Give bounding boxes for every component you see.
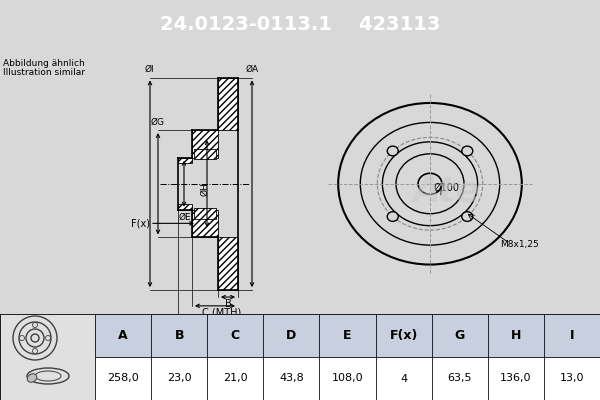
Text: C (MTH): C (MTH) [202,308,241,318]
Text: Illustration similar: Illustration similar [3,68,85,78]
Bar [376,314,431,357]
Bar [151,357,207,400]
Text: B: B [175,329,184,342]
Text: A: A [118,329,128,342]
Text: H: H [511,329,521,342]
Bar [319,314,376,357]
Text: F(x): F(x) [389,329,418,342]
Text: B: B [224,299,232,309]
Circle shape [19,336,25,340]
Text: D: D [189,316,197,326]
Text: 21,0: 21,0 [223,374,248,384]
Bar [178,158,192,163]
Text: Abbildung ähnlich: Abbildung ähnlich [3,59,85,68]
Bar [178,204,192,210]
Text: ØA: ØA [245,65,259,74]
Circle shape [387,146,398,156]
Bar [319,357,376,400]
Circle shape [462,146,473,156]
Text: 108,0: 108,0 [332,374,364,384]
Bar [207,357,263,400]
Bar [194,148,216,159]
Text: ØG: ØG [151,118,165,127]
Bar [194,208,216,219]
Bar [431,314,488,357]
Text: Ø100: Ø100 [434,183,460,193]
Text: 136,0: 136,0 [500,374,532,384]
Bar [218,237,238,290]
Bar [544,314,600,357]
Bar [192,130,218,158]
Text: ØH: ØH [200,182,209,196]
Bar [218,78,238,130]
Text: 13,0: 13,0 [560,374,584,384]
Text: C: C [231,329,240,342]
Text: 258,0: 258,0 [107,374,139,384]
Circle shape [32,322,37,328]
Text: 63,5: 63,5 [448,374,472,384]
Bar [488,357,544,400]
Ellipse shape [27,374,37,382]
Circle shape [462,212,473,221]
Text: G: G [455,329,465,342]
Text: Ate: Ate [412,174,480,208]
Text: D: D [286,329,296,342]
Text: 43,8: 43,8 [279,374,304,384]
Text: 23,0: 23,0 [167,374,191,384]
Circle shape [32,348,37,354]
Text: E: E [343,329,352,342]
Text: ØE: ØE [179,213,191,222]
Bar [95,357,151,400]
Bar [151,314,207,357]
Text: 24.0123-0113.1    423113: 24.0123-0113.1 423113 [160,16,440,34]
Bar [376,357,431,400]
Text: 4: 4 [400,374,407,384]
Bar [207,314,263,357]
Bar [488,314,544,357]
Bar [192,210,218,237]
Bar [263,357,319,400]
Bar [431,357,488,400]
Circle shape [387,212,398,221]
Text: I: I [569,329,574,342]
Circle shape [46,336,50,340]
Text: ØI: ØI [144,65,154,74]
Bar [544,357,600,400]
Text: F(x): F(x) [131,218,150,228]
Bar [0,314,95,400]
Bar [263,314,319,357]
Text: M8x1,25: M8x1,25 [500,240,539,249]
Bar [95,314,151,357]
